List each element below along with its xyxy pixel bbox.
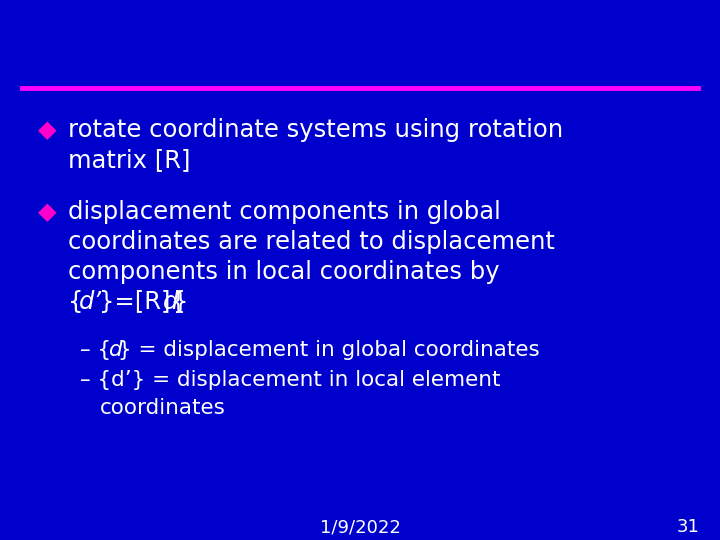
Text: – {d’} = displacement in local element: – {d’} = displacement in local element bbox=[80, 370, 500, 390]
Text: d: d bbox=[163, 290, 178, 314]
Text: components in local coordinates by: components in local coordinates by bbox=[68, 260, 500, 284]
Text: d’: d’ bbox=[78, 290, 102, 314]
Text: coordinates: coordinates bbox=[100, 398, 226, 418]
Text: 1/9/2022: 1/9/2022 bbox=[320, 518, 400, 536]
Text: 31: 31 bbox=[677, 518, 700, 536]
Text: ◆: ◆ bbox=[38, 118, 57, 142]
Text: displacement components in global: displacement components in global bbox=[68, 200, 500, 224]
Text: }=[R]{: }=[R]{ bbox=[99, 290, 186, 314]
Text: }: } bbox=[173, 290, 189, 314]
Text: {: { bbox=[68, 290, 84, 314]
Text: } = displacement in global coordinates: } = displacement in global coordinates bbox=[118, 340, 540, 360]
Text: d: d bbox=[109, 340, 122, 360]
Text: rotate coordinate systems using rotation: rotate coordinate systems using rotation bbox=[68, 118, 563, 142]
Text: matrix [R]: matrix [R] bbox=[68, 148, 191, 172]
Text: ◆: ◆ bbox=[38, 200, 57, 224]
Text: coordinates are related to displacement: coordinates are related to displacement bbox=[68, 230, 555, 254]
Text: – {: – { bbox=[80, 340, 111, 360]
